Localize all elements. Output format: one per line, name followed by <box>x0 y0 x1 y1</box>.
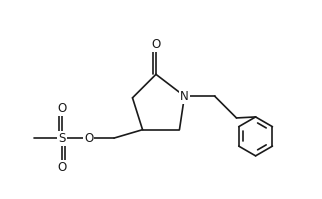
Text: S: S <box>58 132 66 144</box>
Text: O: O <box>151 38 161 51</box>
Text: O: O <box>84 132 93 144</box>
Text: N: N <box>180 90 189 103</box>
Text: O: O <box>57 161 67 174</box>
Text: O: O <box>57 102 67 115</box>
